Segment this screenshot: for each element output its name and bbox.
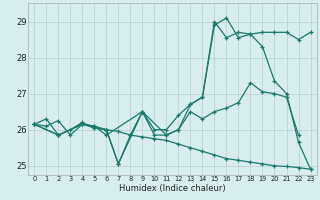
X-axis label: Humidex (Indice chaleur): Humidex (Indice chaleur) [119,184,226,193]
